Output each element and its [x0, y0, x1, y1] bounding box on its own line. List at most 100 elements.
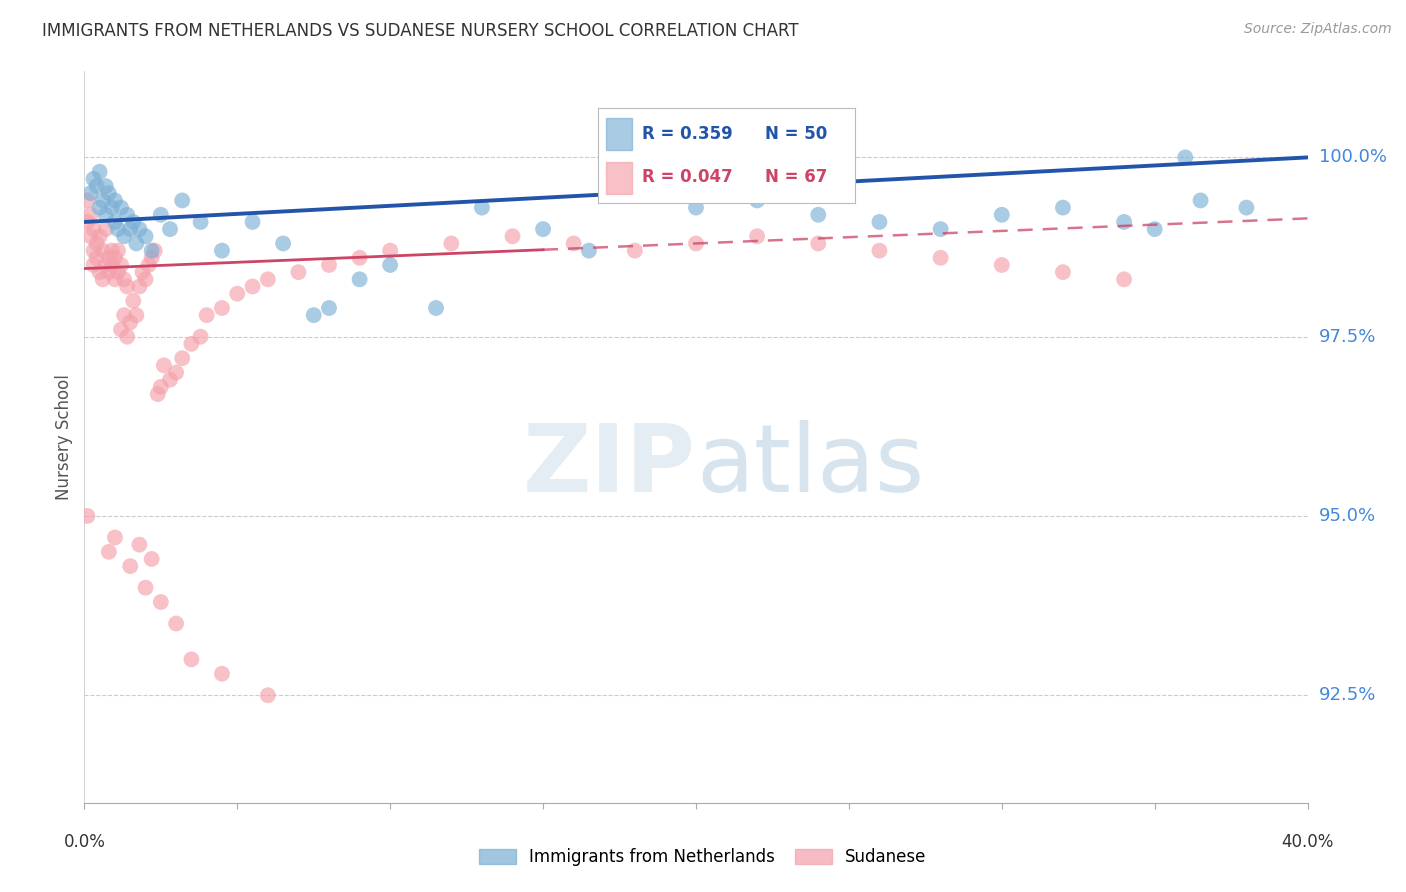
- Point: [271, 236, 294, 251]
- Point: [131, 265, 153, 279]
- Text: IMMIGRANTS FROM NETHERLANDS VS SUDANESE NURSERY SCHOOL CORRELATION CHART: IMMIGRANTS FROM NETHERLANDS VS SUDANESE …: [42, 22, 799, 40]
- Text: 97.5%: 97.5%: [1319, 327, 1376, 346]
- Point: [153, 359, 176, 373]
- Point: [180, 652, 202, 666]
- Text: 95.0%: 95.0%: [1319, 507, 1376, 525]
- Point: [97, 545, 120, 559]
- Point: [135, 229, 157, 244]
- Point: [128, 222, 150, 236]
- Point: [425, 301, 447, 315]
- Point: [1114, 215, 1136, 229]
- Point: [501, 229, 523, 244]
- Point: [318, 301, 340, 315]
- Point: [149, 380, 172, 394]
- Text: R = 0.359: R = 0.359: [641, 125, 733, 143]
- Point: [745, 194, 768, 208]
- Text: Source: ZipAtlas.com: Source: ZipAtlas.com: [1244, 22, 1392, 37]
- Point: [128, 538, 150, 552]
- Point: [869, 244, 891, 258]
- Point: [112, 308, 135, 322]
- Text: 100.0%: 100.0%: [1319, 148, 1386, 167]
- Point: [471, 201, 494, 215]
- Point: [107, 244, 129, 258]
- Point: [146, 387, 169, 401]
- Point: [122, 293, 145, 308]
- Point: [180, 336, 202, 351]
- Point: [380, 244, 402, 258]
- Point: [141, 251, 163, 265]
- Point: [91, 244, 114, 258]
- Point: [89, 201, 111, 215]
- Point: [318, 258, 340, 272]
- Point: [1114, 272, 1136, 286]
- Point: [120, 559, 142, 574]
- Point: [89, 165, 111, 179]
- Point: [165, 366, 187, 380]
- Point: [531, 222, 554, 236]
- Point: [242, 215, 264, 229]
- Point: [115, 208, 138, 222]
- Point: [112, 272, 135, 286]
- Point: [128, 279, 150, 293]
- Point: [104, 531, 127, 545]
- Point: [159, 222, 181, 236]
- Point: [86, 251, 108, 265]
- Point: [83, 258, 105, 272]
- Point: [990, 208, 1012, 222]
- Point: [115, 279, 138, 293]
- Point: [112, 229, 135, 244]
- Point: [104, 251, 127, 265]
- Point: [91, 194, 114, 208]
- Point: [89, 265, 111, 279]
- Point: [120, 315, 142, 329]
- Point: [83, 244, 105, 258]
- Point: [79, 208, 101, 222]
- Point: [190, 215, 212, 229]
- Point: [94, 179, 117, 194]
- Point: [1234, 201, 1257, 215]
- Point: [172, 351, 194, 366]
- Point: [380, 258, 402, 272]
- Bar: [606, 162, 631, 194]
- Point: [172, 194, 194, 208]
- Point: [624, 179, 647, 194]
- Point: [79, 229, 101, 244]
- Point: [257, 272, 280, 286]
- Point: [110, 258, 132, 272]
- Point: [869, 215, 891, 229]
- Point: [211, 244, 233, 258]
- Point: [578, 244, 600, 258]
- Point: [1174, 150, 1197, 164]
- Point: [1143, 222, 1166, 236]
- Legend: Immigrants from Netherlands, Sudanese: Immigrants from Netherlands, Sudanese: [471, 840, 935, 875]
- Point: [76, 508, 98, 523]
- Text: 40.0%: 40.0%: [1281, 833, 1334, 851]
- Point: [257, 688, 280, 702]
- Point: [107, 222, 129, 236]
- Point: [122, 215, 145, 229]
- Point: [211, 666, 233, 681]
- Point: [101, 244, 124, 258]
- Point: [94, 222, 117, 236]
- Point: [76, 194, 98, 208]
- Point: [302, 308, 325, 322]
- Point: [91, 272, 114, 286]
- Point: [159, 373, 181, 387]
- Y-axis label: Nursery School: Nursery School: [55, 374, 73, 500]
- Point: [107, 265, 129, 279]
- Point: [138, 258, 160, 272]
- Point: [135, 272, 157, 286]
- Point: [807, 208, 830, 222]
- Text: ZIP: ZIP: [523, 420, 696, 512]
- Bar: [606, 119, 631, 150]
- Point: [149, 208, 172, 222]
- Point: [1052, 265, 1074, 279]
- Point: [94, 258, 117, 272]
- Point: [1189, 194, 1212, 208]
- Point: [104, 194, 127, 208]
- Point: [242, 279, 264, 293]
- Text: N = 67: N = 67: [765, 169, 828, 186]
- Point: [89, 229, 111, 244]
- Point: [149, 595, 172, 609]
- Point: [929, 222, 952, 236]
